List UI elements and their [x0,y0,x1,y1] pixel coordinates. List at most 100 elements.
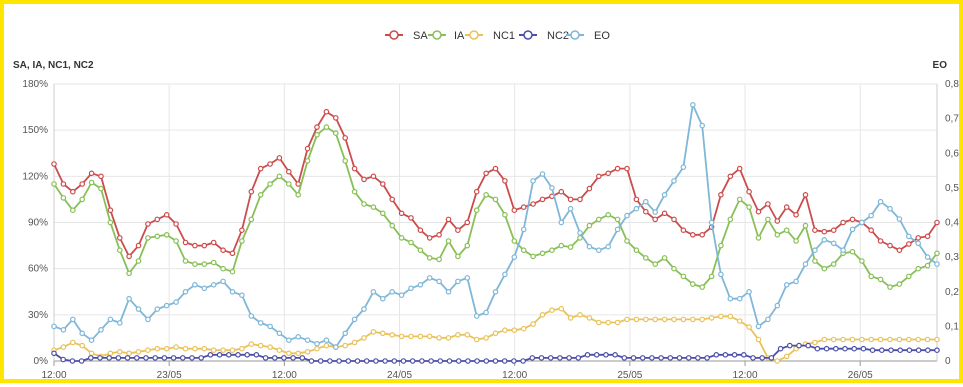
data-point [173,221,179,227]
data-point [699,316,706,323]
data-point [793,278,799,285]
data-point [152,355,159,361]
data-point [419,358,425,364]
data-point [558,305,565,312]
data-point [869,347,876,354]
legend-item-sa[interactable]: SA [385,30,428,42]
data-point [492,196,499,203]
data-point [285,337,292,344]
data-point [98,173,104,180]
data-point [765,316,771,323]
data-point [842,345,848,352]
data-point [351,165,358,172]
data-point [98,185,104,192]
data-point [584,351,591,358]
data-point [426,235,433,241]
data-point [520,358,526,364]
data-point [823,345,830,352]
data-point [276,173,283,180]
data-point [314,124,320,130]
data-point [896,216,903,222]
data-point [483,309,489,316]
data-point [642,316,649,323]
data-point [201,345,208,352]
data-point [154,345,161,352]
data-point [796,342,802,349]
data-point [210,259,217,266]
data-point [389,222,396,229]
data-point [661,316,668,323]
data-point [539,311,546,318]
data-point [295,192,302,198]
data-point [830,336,837,343]
left-tick-label: 60% [28,264,48,275]
data-point [117,320,123,326]
right-tick-label: 0,7 [945,114,959,125]
data-point [445,335,452,341]
data-point [812,339,818,346]
data-point [79,342,86,349]
data-point [539,171,546,177]
data-point [253,351,260,358]
data-point [285,168,292,175]
data-point [511,327,518,334]
data-point [173,344,179,350]
data-point [409,358,416,364]
data-point [210,239,217,246]
data-point [464,219,471,226]
legend-item-nc1[interactable]: NC1 [465,30,515,42]
data-point [370,173,377,180]
data-point [812,247,818,254]
data-point [887,336,893,343]
data-point [877,336,884,343]
data-point [417,247,424,254]
data-point [859,336,865,343]
data-point [182,288,189,295]
data-point [812,227,818,234]
data-point [877,238,884,244]
data-point [586,222,593,229]
data-point [342,135,349,141]
legend-item-eo[interactable]: EO [566,30,610,42]
data-point [924,347,931,354]
data-point [805,342,812,349]
data-point [323,108,330,115]
data-point [332,115,339,121]
data-point [473,188,480,195]
data-point [593,351,600,358]
left-tick-label: 120% [22,171,48,182]
data-point [257,192,264,198]
data-point [538,355,545,361]
legend-item-ia[interactable]: IA [428,30,465,42]
data-point [768,355,775,361]
data-point [577,311,583,318]
data-point [220,247,226,254]
data-point [373,358,379,364]
data-point [750,355,756,361]
data-point [455,278,461,285]
data-point [351,339,358,346]
data-point [361,306,367,312]
data-point [934,250,940,257]
data-point [915,240,922,247]
data-point [192,242,198,249]
data-point [163,345,170,352]
data-point [539,250,546,257]
data-point [417,227,424,234]
data-point [248,341,255,347]
data-point [436,232,442,238]
data-point [88,179,95,186]
data-point [248,313,255,319]
data-point [117,235,123,241]
series-eo [51,102,940,350]
data-point [285,350,292,357]
data-point [689,232,696,238]
data-point [210,281,217,288]
data-point [207,351,214,358]
data-point [323,124,330,130]
data-point [426,275,433,281]
legend-item-nc2[interactable]: NC2 [519,30,569,42]
data-point [437,358,444,364]
data-point [446,358,453,364]
data-point [614,165,621,172]
